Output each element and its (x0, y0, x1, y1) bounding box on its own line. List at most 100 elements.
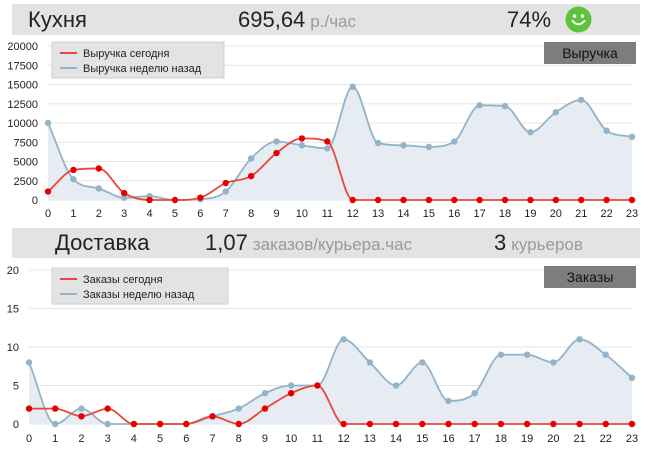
x-tick-label: 7 (223, 208, 229, 220)
orders-rate-value: 1,07 (205, 230, 248, 255)
today-point (602, 420, 609, 428)
today-point (261, 405, 269, 412)
x-tick-label: 9 (273, 208, 279, 220)
x-tick-label: 3 (121, 208, 127, 220)
week-ago-point (628, 133, 636, 141)
week-ago-point (578, 96, 585, 104)
week-ago-point (120, 194, 128, 201)
y-tick-label: 15 (7, 304, 19, 316)
week-ago-point (247, 155, 255, 162)
today-point (95, 165, 102, 172)
couriers-unit: курьеров (511, 235, 583, 254)
week-ago-point (374, 139, 382, 147)
chart-badge (544, 266, 636, 288)
week-ago-point (70, 176, 77, 183)
today-point (273, 149, 280, 157)
x-tick-label: 7 (209, 433, 215, 445)
legend-today-label: Выручка сегодня (83, 48, 169, 60)
week-ago-point (603, 127, 610, 134)
x-tick-label: 15 (423, 208, 435, 220)
x-tick-label: 19 (521, 433, 533, 445)
x-tick-label: 23 (626, 208, 638, 220)
y-tick-label: 20000 (7, 41, 38, 53)
week-ago-point (78, 405, 85, 412)
x-tick-label: 3 (105, 433, 111, 445)
legend-box (51, 41, 225, 79)
kitchen-header: Кухня 695,64 р./час 74% (12, 4, 640, 35)
today-point (247, 172, 255, 180)
today-point (70, 166, 77, 174)
today-point (552, 196, 560, 204)
today-point (576, 420, 583, 428)
today-point (298, 135, 306, 142)
x-tick-label: 6 (197, 208, 203, 220)
x-tick-label: 4 (131, 433, 137, 445)
today-point (156, 420, 164, 428)
week-ago-point (261, 390, 269, 397)
week-ago-point (471, 390, 478, 397)
x-tick-label: 15 (416, 433, 428, 445)
week-ago-point (52, 420, 59, 428)
week-ago-point (523, 351, 531, 358)
x-tick-label: 1 (70, 208, 76, 220)
x-tick-label: 2 (78, 433, 84, 445)
today-point (324, 138, 331, 145)
percent-value: 74% (507, 6, 552, 32)
x-tick-label: 13 (364, 433, 376, 445)
today-point (130, 420, 138, 428)
today-point (183, 420, 190, 428)
y-tick-label: 7500 (14, 137, 38, 149)
today-point (340, 420, 347, 428)
week-ago-area (29, 339, 632, 424)
y-tick-label: 15000 (7, 80, 38, 92)
x-tick-label: 20 (550, 208, 562, 220)
today-point (445, 420, 452, 428)
today-point (471, 420, 478, 428)
week-ago-point (400, 142, 407, 149)
x-tick-label: 12 (337, 433, 349, 445)
x-tick-label: 11 (312, 433, 323, 445)
week-ago-point (550, 359, 557, 366)
today-point (25, 405, 33, 412)
x-tick-label: 21 (575, 208, 587, 220)
today-point (78, 413, 85, 420)
x-tick-label: 10 (296, 208, 308, 220)
today-point (419, 420, 426, 428)
x-tick-label: 14 (397, 208, 409, 220)
week-ago-point (451, 138, 458, 145)
y-tick-label: 12500 (7, 99, 38, 111)
x-tick-label: 5 (172, 208, 178, 220)
x-tick-label: 12 (347, 208, 359, 220)
week-ago-point (602, 351, 609, 358)
week-ago-point (576, 336, 583, 343)
percent-metric: 74% (507, 7, 551, 33)
x-tick-label: 23 (626, 433, 638, 445)
week-ago-point (392, 382, 400, 389)
chart-badge-label: Выручка (562, 45, 618, 61)
week-ago-point (476, 102, 483, 109)
revenue-rate-value: 695,64 (238, 6, 306, 32)
week-ago-point (95, 185, 102, 192)
x-tick-label: 10 (285, 433, 297, 445)
legend-today-label: Заказы сегодня (83, 274, 163, 286)
week-ago-point (501, 102, 509, 110)
y-tick-label: 0 (13, 419, 19, 431)
delivery-header: Доставка 1,07 заказов/курьера.час 3 курь… (12, 228, 640, 258)
today-point (104, 405, 111, 412)
y-tick-label: 10 (7, 342, 19, 354)
today-point (523, 420, 531, 428)
today-point (209, 413, 216, 420)
happy-face-icon (565, 6, 592, 33)
today-point (374, 196, 382, 204)
revenue-rate-unit: р./час (310, 11, 357, 31)
legend-box (51, 267, 229, 305)
x-tick-label: 1 (52, 433, 58, 445)
revenue-chart: 0 2500 5000 7500 10000 12500 15000 17500 20000 0 1… (7, 41, 638, 220)
x-tick-label: 18 (495, 433, 507, 445)
week-ago-point (298, 142, 306, 149)
today-point (52, 405, 59, 412)
legend-week-ago-label: Выручка неделю назад (83, 63, 202, 75)
week-ago-point (497, 351, 505, 358)
week-ago-area (48, 86, 632, 200)
